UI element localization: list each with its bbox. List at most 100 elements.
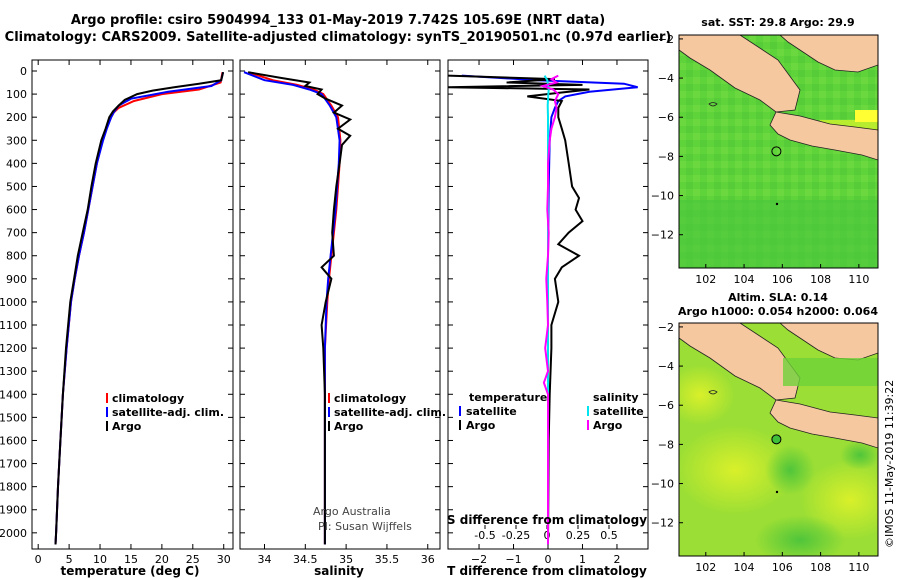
difference-ticks: −2 −1 0 1 2-0.5 -0.25 0 0.25 0.5 bbox=[448, 60, 648, 566]
series-line-s-argo bbox=[539, 74, 560, 545]
x-tick-label: 30 bbox=[217, 553, 231, 566]
x-tick-label: −1 bbox=[505, 553, 521, 566]
legend-label: satellite-adj. clim. bbox=[112, 406, 224, 419]
x-tick-label: 15 bbox=[124, 553, 138, 566]
map-x-tick-label: 106 bbox=[772, 273, 793, 286]
map-y-tick-label: −6 bbox=[658, 111, 674, 124]
legend-label: Argo bbox=[593, 419, 623, 432]
sla-map-ticks: 102 104 106 108 110 −2 −4 −6 −8 −10 −12 bbox=[651, 321, 870, 574]
legend-label: climatology bbox=[334, 392, 406, 405]
legend-label: climatology bbox=[112, 392, 184, 405]
depth-tick-label: 300 bbox=[6, 134, 27, 147]
map-y-tick-label: −12 bbox=[651, 229, 674, 242]
map-x-tick-label: 106 bbox=[772, 561, 793, 574]
temperature-series bbox=[54, 71, 225, 545]
depth-tick-label: 900 bbox=[6, 273, 27, 286]
map-y-tick-label: −4 bbox=[658, 360, 674, 373]
salinity-series bbox=[243, 71, 353, 545]
depth-axis: 0 100 200 300 400 500 600 700 800 900 1000 1100 1200… bbox=[0, 65, 27, 540]
depth-tick-label: 500 bbox=[6, 180, 27, 193]
series-line-argo bbox=[248, 71, 353, 545]
sla-map-land-java bbox=[769, 399, 878, 449]
s-tick-label: -0.25 bbox=[502, 529, 530, 542]
sst-map-land-sumatra bbox=[679, 35, 801, 113]
sla-map-title2: Argo h1000: 0.054 h2000: 0.064 bbox=[678, 305, 878, 318]
salinity-panel: 34 34.5 35 35.5 36 climatologysatellite-adj.… bbox=[239, 59, 446, 578]
s-tick-label: 0.25 bbox=[566, 529, 591, 542]
x-tick-label: 1 bbox=[579, 553, 586, 566]
depth-tick-label: 0 bbox=[20, 65, 27, 78]
difference-panel: −2 −1 0 1 2-0.5 -0.25 0 0.25 0.5 temperature sali… bbox=[447, 59, 649, 578]
depth-tick-label: 400 bbox=[6, 157, 27, 170]
map-x-tick-label: 102 bbox=[695, 273, 716, 286]
depth-tick-label: 1200 bbox=[0, 342, 27, 355]
map-y-tick-label: −12 bbox=[651, 517, 674, 530]
depth-tick-label: 2000 bbox=[0, 527, 27, 540]
legend-title-salinity: salinity bbox=[593, 391, 639, 404]
series-line-t-argo bbox=[448, 74, 590, 545]
depth-tick-label: 1800 bbox=[0, 481, 27, 494]
credit-argo-australia: Argo Australia bbox=[313, 505, 391, 518]
legend-label: satellite-adj. clim. bbox=[334, 406, 446, 419]
depth-tick-label: 1600 bbox=[0, 434, 27, 447]
map-y-tick-label: −8 bbox=[658, 150, 674, 163]
figure-title-line1: Argo profile: csiro 5904994_133 01-May-2… bbox=[71, 13, 605, 28]
credit-pi: PI: Susan Wijffels bbox=[318, 520, 412, 533]
map-x-tick-label: 108 bbox=[810, 273, 831, 286]
salinity-ticks: 34 34.5 35 35.5 36 bbox=[240, 60, 440, 566]
x-tick-label: −2 bbox=[471, 553, 487, 566]
map-x-tick-label: 104 bbox=[734, 273, 755, 286]
x-tick-label: 34.5 bbox=[293, 553, 318, 566]
x-tick-label: 2 bbox=[613, 553, 620, 566]
salinity-xlabel: salinity bbox=[314, 564, 364, 578]
map-x-tick-label: 104 bbox=[734, 561, 755, 574]
s-tick-label: 0.5 bbox=[600, 529, 618, 542]
legend-label: Argo bbox=[334, 420, 364, 433]
depth-tick-label: 1100 bbox=[0, 319, 27, 332]
x-tick-label: 35.5 bbox=[375, 553, 400, 566]
map-y-tick-label: −8 bbox=[658, 438, 674, 451]
s-difference-xlabel: S difference from climatology bbox=[447, 513, 647, 527]
s-tick-label: -0.5 bbox=[474, 529, 495, 542]
sst-map-frame bbox=[678, 34, 879, 269]
depth-tick-label: 200 bbox=[6, 111, 27, 124]
map-x-tick-label: 102 bbox=[695, 561, 716, 574]
sst-map-land-borneo bbox=[779, 35, 878, 73]
x-tick-label: 10 bbox=[93, 553, 107, 566]
sst-map-land-java bbox=[769, 111, 878, 161]
legend-label: satellite bbox=[466, 405, 517, 418]
depth-tick-label: 100 bbox=[6, 88, 27, 101]
sst-map-argo-location bbox=[771, 146, 782, 157]
map-y-tick-label: −4 bbox=[658, 72, 674, 85]
depth-tick-label: 1400 bbox=[0, 388, 27, 401]
map-x-tick-label: 110 bbox=[848, 561, 869, 574]
legend-label: satellite bbox=[593, 405, 644, 418]
depth-tick-label: 1500 bbox=[0, 411, 27, 424]
x-tick-label: 34 bbox=[257, 553, 271, 566]
temperature-ticks: 0 5 10 15 20 25 30 bbox=[32, 60, 233, 566]
x-tick-label: 36 bbox=[421, 553, 435, 566]
depth-tick-label: 800 bbox=[6, 250, 27, 263]
sst-map-ticks: 102 104 106 108 110 −2 −4 −6 −8 −10 −12 bbox=[651, 33, 870, 286]
x-tick-label: 0 bbox=[35, 553, 42, 566]
depth-tick-label: 700 bbox=[6, 227, 27, 240]
temperature-xlabel: temperature (deg C) bbox=[61, 564, 200, 578]
t-difference-xlabel: T difference from climatology bbox=[447, 564, 647, 578]
imos-timestamp: ©IMOS 11-May-2019 11:39:22 bbox=[883, 380, 896, 548]
x-tick-label: 5 bbox=[66, 553, 73, 566]
sst-map-panel: sat. SST: 29.8 Argo: 29.9 102 104 106 108 11… bbox=[651, 16, 879, 286]
depth-tick-label: 1000 bbox=[0, 296, 27, 309]
map-y-tick-label: −10 bbox=[651, 478, 674, 491]
map-x-tick-label: 108 bbox=[810, 561, 831, 574]
map-y-tick-label: −2 bbox=[658, 321, 674, 334]
legend-title-temperature: temperature bbox=[469, 391, 547, 404]
map-y-tick-label: −2 bbox=[658, 33, 674, 46]
x-tick-label: 25 bbox=[186, 553, 200, 566]
temperature-plot-frame bbox=[31, 59, 234, 550]
x-tick-label: 35 bbox=[339, 553, 353, 566]
figure-title-line2: Climatology: CARS2009. Satellite-adjuste… bbox=[5, 30, 672, 45]
depth-tick-label: 1300 bbox=[0, 365, 27, 378]
sla-map-land-sumatra bbox=[679, 323, 801, 401]
sla-map-title: Altim. SLA: 0.14 bbox=[728, 291, 828, 304]
